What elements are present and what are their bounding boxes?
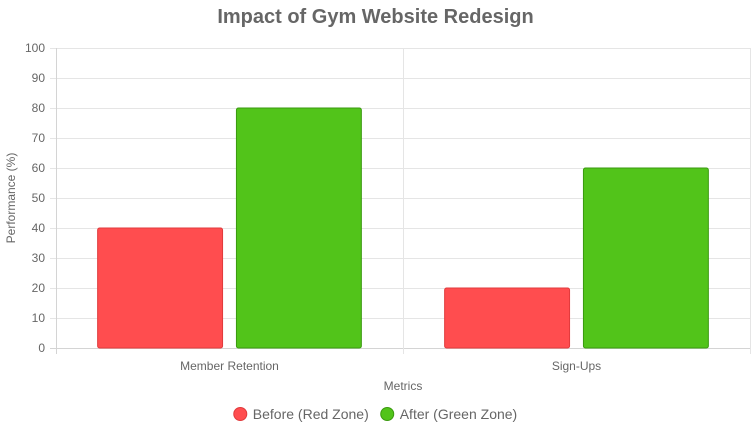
- legend-swatch: [233, 407, 248, 421]
- x-axis-label: Metrics: [384, 379, 423, 393]
- bar-before-1[interactable]: [444, 287, 571, 349]
- bar-after-1[interactable]: [582, 167, 709, 349]
- chart-title: Impact of Gym Website Redesign: [217, 6, 533, 28]
- x-tick-labels: Member Retention Sign-Ups: [180, 359, 601, 373]
- legend-item-after[interactable]: After (Green Zone): [380, 406, 518, 422]
- y-tick-label: 40: [32, 221, 46, 235]
- y-tick-label: 20: [32, 281, 46, 295]
- y-axis-label: Performance (%): [4, 153, 18, 244]
- y-tick-label: 60: [32, 161, 46, 175]
- legend-item-before[interactable]: Before (Red Zone): [233, 406, 369, 422]
- legend: Before (Red Zone) After (Green Zone): [233, 406, 518, 422]
- x-tick-label: Sign-Ups: [552, 359, 601, 373]
- bars: [97, 107, 709, 349]
- y-tick-label: 70: [32, 131, 46, 145]
- legend-swatch: [380, 407, 395, 421]
- y-tick-label: 0: [38, 341, 45, 355]
- y-tick-labels: 0 10 20 30 40 50 60 70 80 90 100: [25, 41, 45, 355]
- legend-label: After (Green Zone): [400, 406, 518, 422]
- y-tick-label: 30: [32, 251, 46, 265]
- legend-label: Before (Red Zone): [253, 406, 369, 422]
- y-tick-label: 100: [25, 41, 45, 55]
- y-tick-label: 50: [32, 191, 46, 205]
- x-tick-label: Member Retention: [180, 359, 279, 373]
- bar-before-0[interactable]: [97, 227, 224, 349]
- bar-after-0[interactable]: [235, 107, 362, 349]
- y-tick-label: 10: [32, 311, 46, 325]
- y-tick-label: 90: [32, 71, 46, 85]
- y-tick-label: 80: [32, 101, 46, 115]
